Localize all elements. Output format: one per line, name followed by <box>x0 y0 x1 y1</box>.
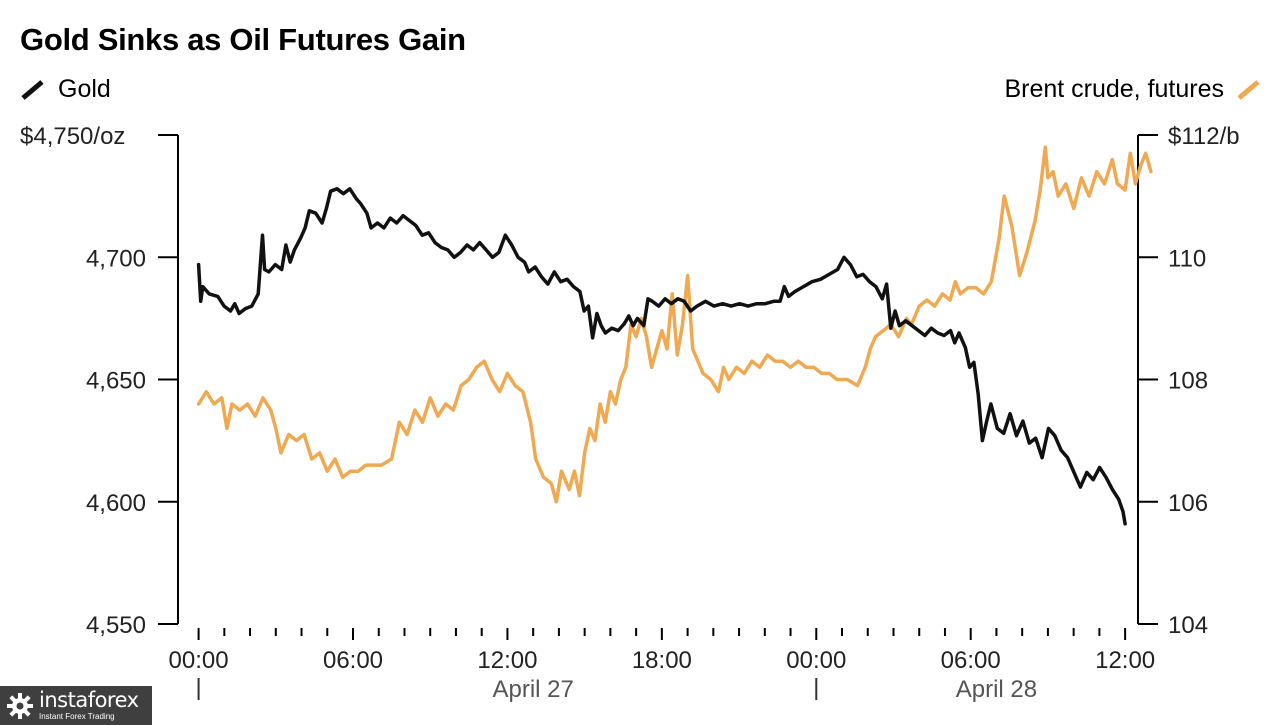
watermark: instaforex Instant Forex Trading <box>0 686 152 725</box>
x-tick-label: 00:00 <box>786 647 846 674</box>
watermark-name: instaforex <box>39 688 139 712</box>
brent-series-line <box>196 145 1153 504</box>
y-left-tick-label: 4,600 <box>86 490 146 517</box>
chart-title: Gold Sinks as Oil Futures Gain <box>20 22 466 57</box>
y-left-tick-label: $4,750/oz <box>20 123 125 150</box>
gold-series-line <box>196 187 1127 526</box>
y-right-tick-label: 110 <box>1168 245 1206 272</box>
y-right-tick-label: 106 <box>1168 490 1208 517</box>
x-tick-label: 12:00 <box>477 647 537 674</box>
legend-brent-label: Brent crude, futures <box>1004 74 1224 103</box>
date-label: April 28 <box>956 676 1037 703</box>
x-tick-label: 12:00 <box>1095 647 1155 674</box>
legend-brent: Brent crude, futures <box>1004 74 1262 104</box>
date-label: April 27 <box>492 676 573 703</box>
x-tick-label: 00:00 <box>169 647 229 674</box>
y-right-tick-label: $112/b <box>1168 123 1240 150</box>
y-right-tick-label: 108 <box>1168 368 1208 395</box>
watermark-tagline: Instant Forex Trading <box>39 712 115 721</box>
legend-gold-label: Gold <box>58 74 111 103</box>
gear-logo-icon <box>7 692 33 719</box>
y-left-tick-label: 4,650 <box>86 368 146 395</box>
legend-gold: Gold <box>20 74 111 104</box>
y-right-tick-label: 104 <box>1168 612 1208 639</box>
x-tick-label: 06:00 <box>323 647 383 674</box>
y-left-tick-label: 4,550 <box>86 612 146 639</box>
gold-legend-swatch-icon <box>21 80 44 100</box>
x-tick-label: 06:00 <box>941 647 1001 674</box>
brent-legend-swatch-icon <box>1237 80 1260 100</box>
y-left-tick-label: 4,700 <box>86 245 146 272</box>
x-tick-label: 18:00 <box>632 647 692 674</box>
